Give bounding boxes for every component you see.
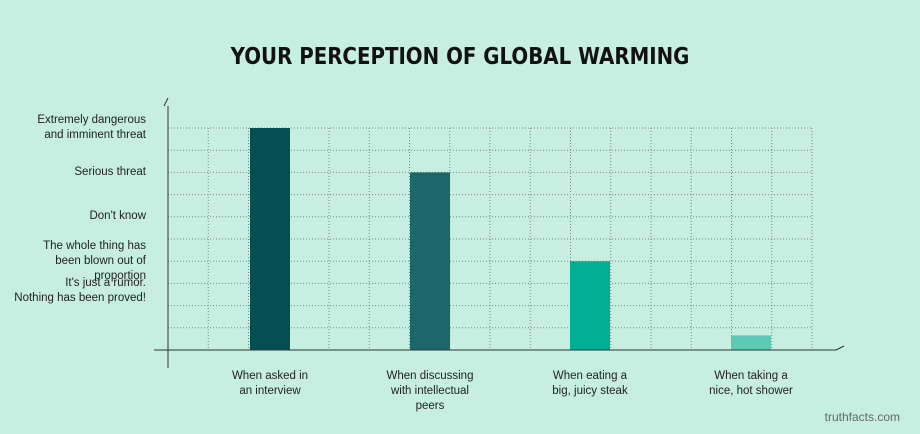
y-tick-label-line: The whole thing has [43, 239, 146, 252]
x-tick-label-line: When eating a [552, 370, 628, 382]
bar-1 [250, 128, 290, 350]
bar-4 [731, 335, 771, 350]
y-tick-label: It's just a rumor. Nothing has been prove… [0, 276, 146, 306]
chart-title: YOUR PERCEPTION OF GLOBAL WARMING [230, 44, 690, 70]
x-tick-label: When eating a big, juicy steak [520, 369, 660, 399]
y-axis-arrowhead [163, 97, 169, 107]
x-axis-arrowhead [835, 345, 845, 351]
bar-3 [570, 261, 610, 350]
y-tick-label-line: Serious threat [74, 165, 146, 178]
y-tick-label-line: Nothing has been proved! [14, 291, 146, 304]
y-tick-label-line: It's just a rumor. [65, 276, 146, 289]
y-tick-label-line: Extremely dangerous [37, 114, 146, 126]
x-tick-label: When taking a nice, hot shower [681, 369, 821, 399]
y-tick-label: Serious threat [0, 165, 146, 180]
y-tick-label-line: been blown out of [55, 254, 146, 267]
y-tick-label-line: and imminent threat [44, 129, 146, 141]
source-credit: truthfacts.com [824, 410, 900, 424]
x-tick-label-line: When discussing [386, 370, 474, 382]
y-tick-label: Extremely dangerous and imminent threat [0, 113, 146, 143]
x-tick-label: When asked in an interview [200, 369, 340, 399]
x-tick-label-line: big, juicy steak [552, 385, 628, 397]
x-tick-label-line: with intellectual [391, 385, 469, 397]
x-tick-label-line: When taking a [714, 370, 788, 382]
x-tick-label-line: an interview [239, 385, 301, 397]
x-tick-label-line: When asked in [231, 370, 309, 382]
y-tick-label-line: proportion [94, 269, 146, 282]
y-tick-label: The whole thing has been blown out of prop… [0, 239, 146, 284]
x-tick-label-line: nice, hot shower [709, 385, 793, 397]
y-tick-label: Don't know [0, 209, 146, 224]
bar-2 [410, 172, 450, 350]
x-tick-label: When discussing with intellectual peers [360, 369, 500, 414]
y-tick-label-line: Don't know [89, 210, 146, 223]
x-tick-label-line: peers [415, 400, 445, 412]
